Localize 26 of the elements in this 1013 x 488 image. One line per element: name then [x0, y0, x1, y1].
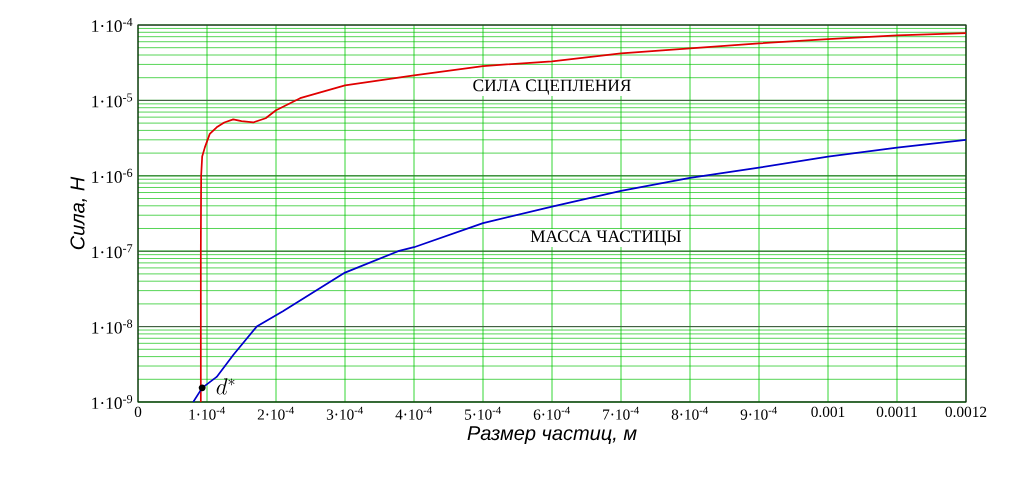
x-tick-label: 7·10$^{-4}$ [603, 406, 640, 420]
line-series [192, 138, 966, 402]
y-tick-label: 1·10$^{-9}$ [92, 394, 133, 409]
x-tick-label: 1·10$^{-4}$ [189, 406, 226, 420]
x-tick-label: 8·10$^{-4}$ [671, 406, 709, 420]
line-series [199, 32, 966, 402]
x-tick-label: 0 [134, 406, 142, 418]
x-tick-label: 0.0011 [876, 406, 917, 418]
x-tick-label: 4·10$^{-4}$ [395, 406, 433, 420]
x-tick-label: 0.0012 [945, 406, 987, 418]
annotation: $d^*$ [216, 378, 235, 395]
x-axis-title: Размер частиц, м [467, 426, 637, 445]
y-tick-label: 1·10$^{-7}$ [92, 244, 133, 259]
x-tick-label: 0.001 [811, 406, 845, 418]
x-tick-label: 5·10$^{-4}$ [465, 406, 502, 420]
x-tick-label: 3·10$^{-4}$ [326, 406, 364, 420]
x-tick-label: 9·10$^{-4}$ [740, 406, 778, 420]
y-axis-title: Сила, Н [70, 176, 87, 250]
y-tick-label: 1·10$^{-6}$ [92, 168, 133, 183]
x-tick-label: 6·10$^{-4}$ [533, 406, 571, 420]
y-tick-label: 1·10$^{-8}$ [92, 319, 133, 334]
y-tick-label: 1·10$^{-5}$ [92, 93, 133, 108]
x-tick-label: 2·10$^{-4}$ [257, 406, 295, 420]
y-tick-label: 1·10$^{-4}$ [92, 18, 133, 32]
series-label: МАССА ЧАСТИЦЫ [530, 230, 681, 246]
series-label: СИЛА СЦЕПЛЕНИЯ [473, 79, 631, 95]
